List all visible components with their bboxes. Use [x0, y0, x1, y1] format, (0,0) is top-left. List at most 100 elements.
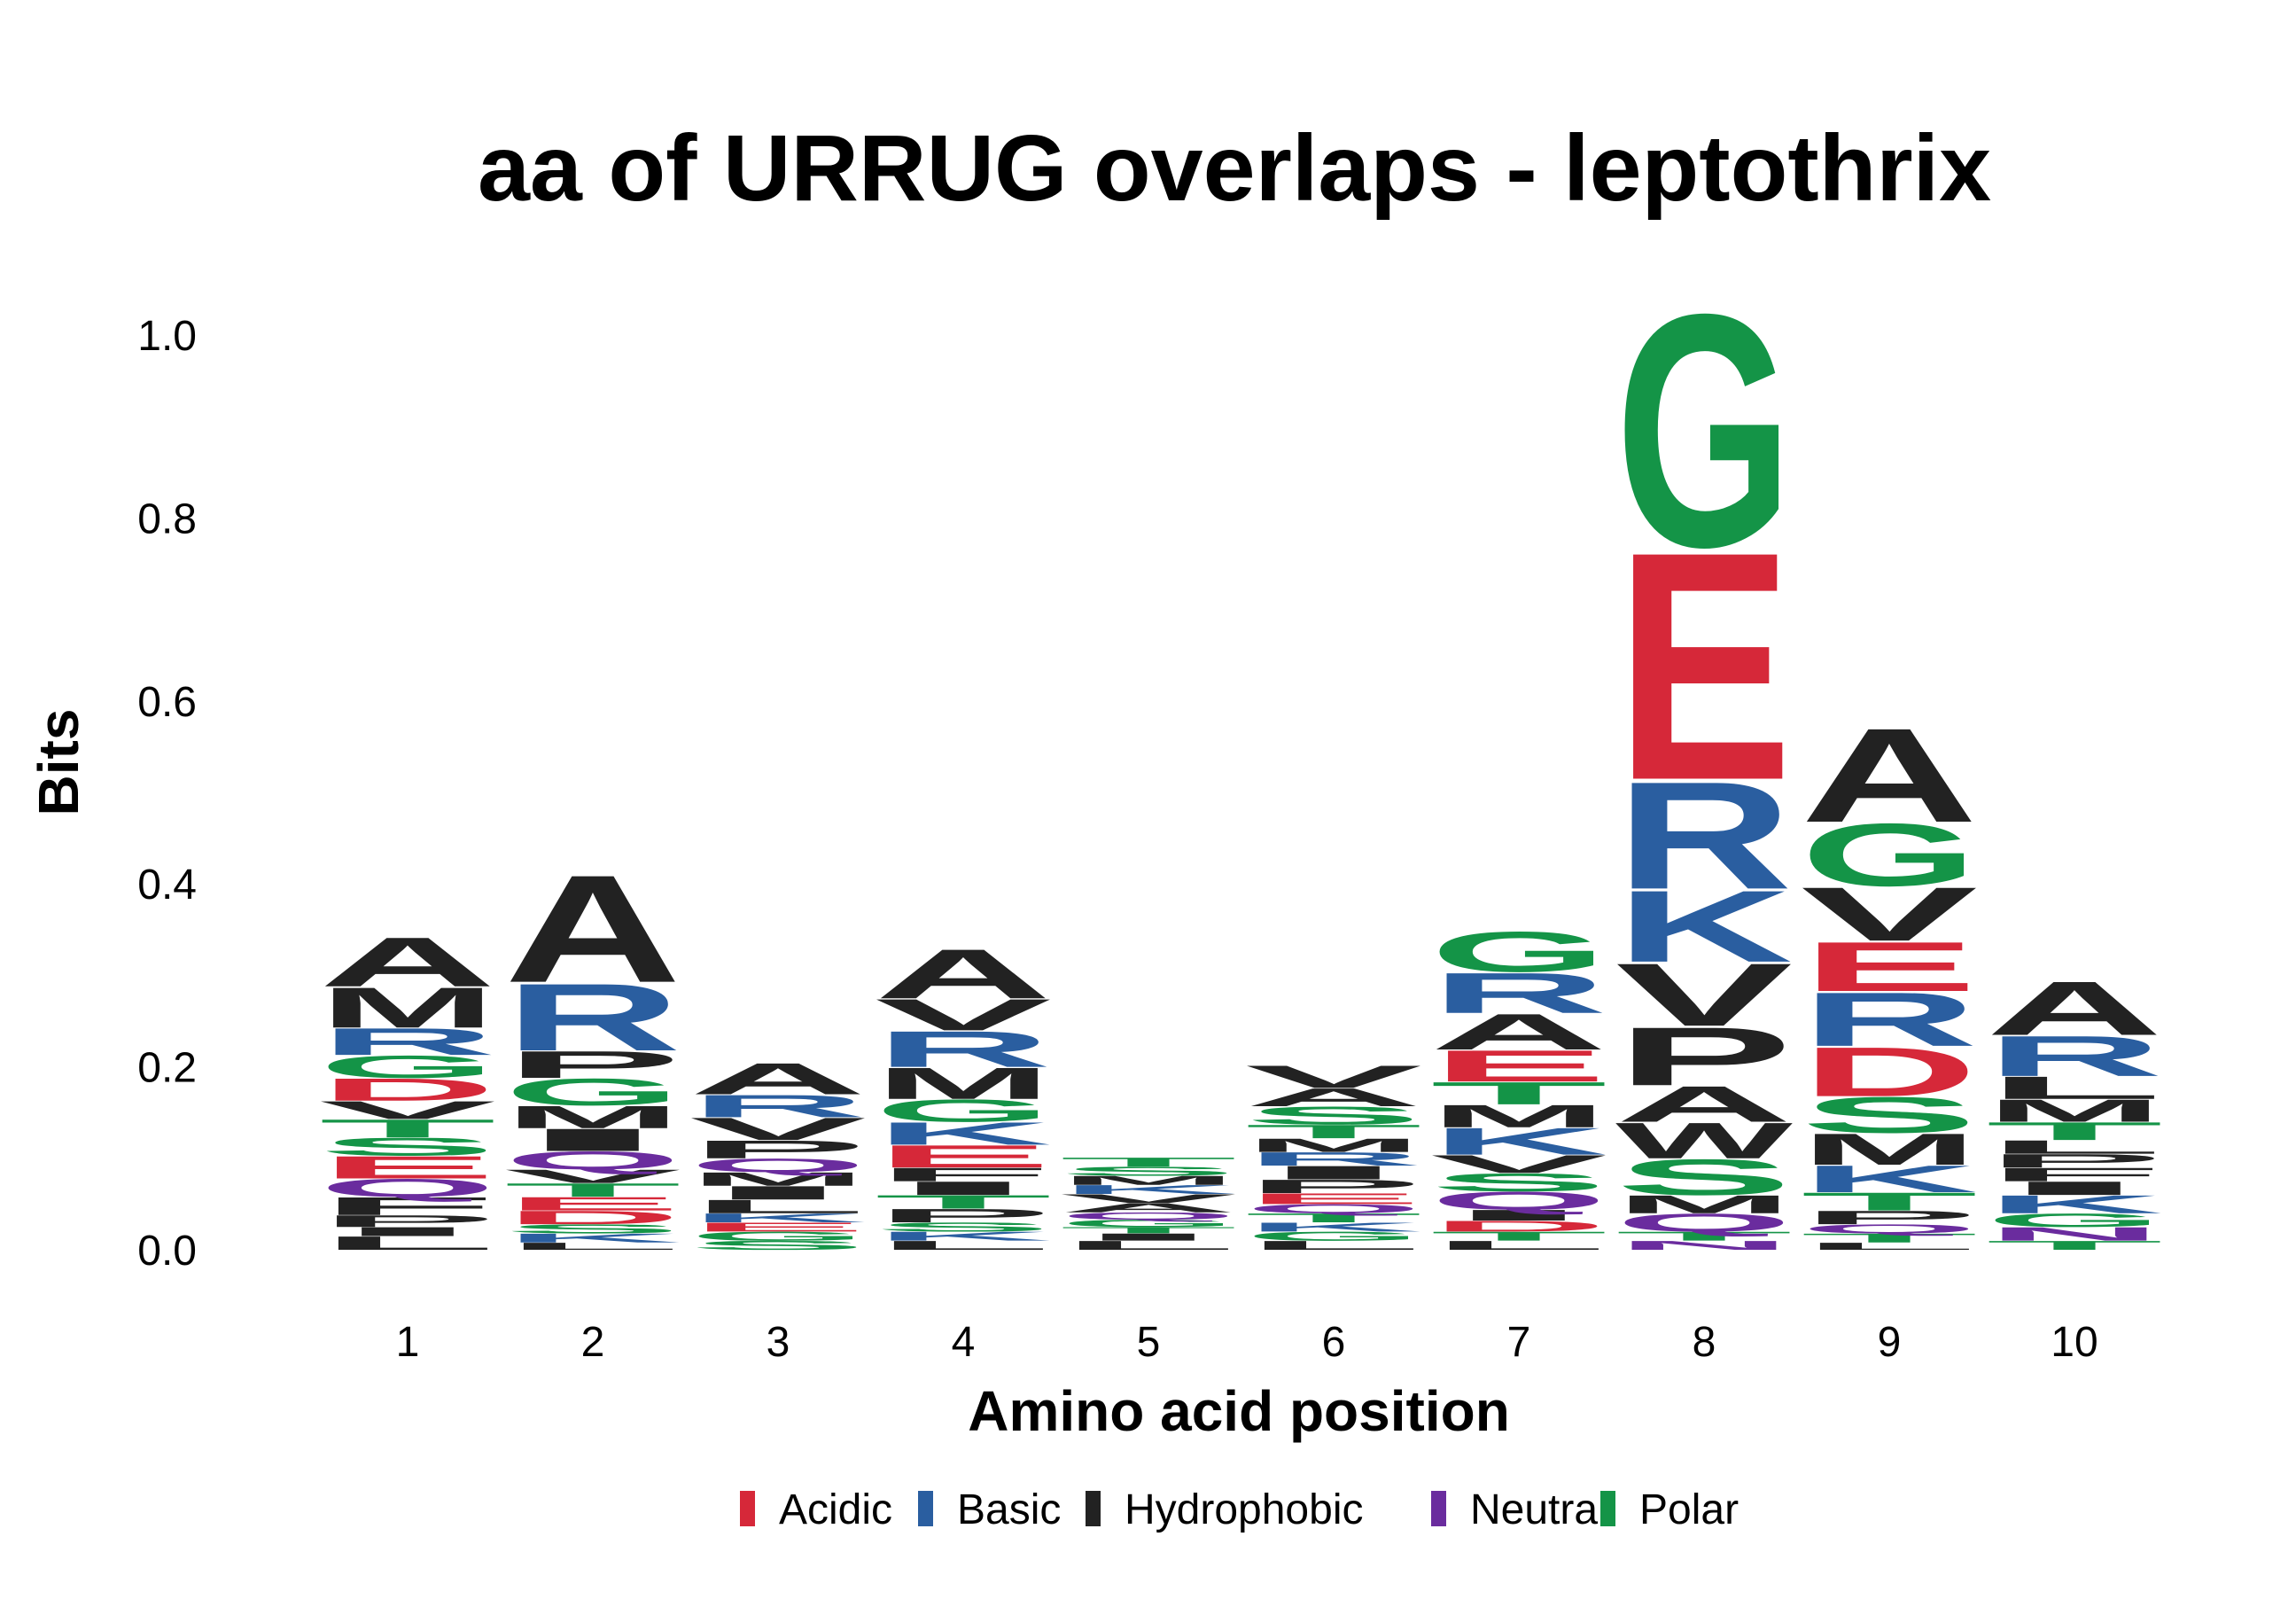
logo-letter: T	[1801, 1188, 1978, 1216]
y-axis-title: Bits	[27, 709, 90, 816]
logo-letter: M	[319, 976, 496, 1040]
logo-letter: G	[1245, 1229, 1422, 1244]
logo-letter: R	[1801, 977, 1978, 1063]
logo-letter: S	[1060, 1164, 1237, 1178]
logo-letter: N	[1615, 1238, 1793, 1252]
logo-letter: M	[1060, 1174, 1237, 1188]
logo-letter: T	[1801, 1231, 1978, 1245]
logo-letter: V	[875, 990, 1052, 1041]
logo-letter: V	[1430, 1150, 1607, 1178]
x-tick-label: 9	[1878, 1319, 1902, 1366]
logo-letter: M	[1801, 1124, 1978, 1174]
logo-letter: G	[875, 1093, 1052, 1128]
logo-letter: F	[875, 1164, 1052, 1185]
logo-letter: T	[1430, 1075, 1607, 1111]
logo-letter: M	[1245, 1135, 1422, 1156]
logo-letter: S	[1430, 1168, 1607, 1197]
logo-letter: P	[689, 1135, 867, 1164]
logo-letter: I	[1245, 1162, 1422, 1183]
logo-letter: T	[1060, 1155, 1237, 1169]
logo-letter: P	[1801, 1207, 1978, 1228]
logo-letter: M	[875, 1058, 1052, 1108]
logo-stacks: LIPFQESTVDGRMALKSDETVQIMGPRASGEKLIMQPVRA…	[319, 246, 2163, 1253]
logo-letter: G	[504, 1071, 681, 1113]
logo-letter: A	[1245, 1083, 1422, 1112]
y-axis: 0.0 0.2 0.4 0.6 0.8 1.0	[137, 313, 197, 1275]
logo-letter: A	[689, 1054, 867, 1104]
logo-letter: K	[1060, 1182, 1237, 1197]
logo-letter: T	[319, 1114, 496, 1143]
logo-letter: L	[1060, 1238, 1237, 1252]
logo-letter: I	[504, 1122, 681, 1158]
logo-letter: L	[1986, 1136, 2163, 1158]
logo-letter: Q	[1615, 1208, 1793, 1236]
logo-letter: A	[1060, 1201, 1237, 1215]
logo-letter: R	[504, 963, 681, 1071]
logo-letter: V	[1060, 1191, 1237, 1205]
logo-letter: A	[875, 935, 1052, 1013]
logo-letter: R	[319, 1020, 496, 1063]
logo-letter: D	[319, 1072, 496, 1107]
x-tick-label: 1	[396, 1319, 420, 1366]
logo-letter: E	[1801, 927, 1978, 1006]
logo-letter: T	[1430, 1229, 1607, 1244]
logo-letter: K	[875, 1229, 1052, 1244]
logo-letter: T	[1986, 1117, 2163, 1145]
x-tick-label: 8	[1693, 1319, 1716, 1366]
legend-item: Neutral	[1431, 1486, 1607, 1533]
legend: Acidic Basic Hydrophobic Neutral Polar	[740, 1486, 1739, 1533]
logo-letter: T	[1615, 1229, 1793, 1244]
logo-letter: Q	[319, 1174, 496, 1202]
logo-letter: S	[1615, 1149, 1793, 1205]
logo-letter: K	[1615, 870, 1793, 984]
logo-letter: E	[1615, 484, 1793, 848]
logo-letter: G	[1615, 246, 1793, 617]
logo-letter: V	[689, 1112, 867, 1147]
logo-letter: G	[689, 1229, 867, 1244]
logo-letter: L	[1245, 1238, 1422, 1252]
legend-item: Polar	[1600, 1486, 1739, 1533]
logo-letter: T	[1986, 1238, 2163, 1252]
logo-letter: L	[689, 1196, 867, 1217]
logo-letter: S	[689, 1238, 867, 1252]
legend-swatch	[1600, 1491, 1615, 1526]
logo-letter: E	[1430, 1041, 1607, 1091]
logo-letter: T	[875, 1191, 1052, 1213]
legend-label: Polar	[1639, 1486, 1739, 1533]
logo-letter: P	[1245, 1176, 1422, 1197]
logo-letter: A	[504, 843, 681, 1014]
logo-letter: G	[1060, 1218, 1237, 1229]
logo-letter: F	[1986, 1164, 2163, 1185]
logo-letter: V	[1245, 1059, 1422, 1095]
logo-letter: E	[689, 1220, 867, 1234]
logo-letter: R	[1245, 1148, 1422, 1169]
logo-letter: E	[875, 1139, 1052, 1174]
logo-letter: L	[1801, 1241, 1978, 1252]
logo-letter: A	[1986, 965, 2163, 1051]
logo-letter: S	[875, 1220, 1052, 1234]
logo-letter: R	[1615, 750, 1793, 921]
y-tick-label: 0.0	[137, 1228, 197, 1275]
x-axis: 1 2 3 4 5 6 7 8 9 10	[396, 1319, 2098, 1366]
logo-letter: I	[689, 1182, 867, 1204]
logo-letter: G	[1430, 919, 1607, 984]
logo-letter: I	[1060, 1231, 1237, 1243]
logo-letter: P	[1986, 1150, 2163, 1172]
logo-letter: A	[319, 924, 496, 1002]
logo-letter: E	[319, 1150, 496, 1185]
logo-letter: V	[504, 1166, 681, 1187]
logo-letter: S	[1801, 1087, 1978, 1143]
legend-swatch	[918, 1491, 933, 1526]
logo-letter: E	[504, 1193, 681, 1214]
logo-letter: K	[504, 1231, 681, 1245]
logo-letter: L	[504, 1241, 681, 1252]
y-tick-label: 0.8	[137, 495, 197, 542]
logo-letter: D	[504, 1207, 681, 1228]
logo-letter: W	[1615, 1112, 1794, 1169]
x-tick-label: 7	[1507, 1319, 1531, 1366]
x-axis-title: Amino acid position	[968, 1379, 1510, 1443]
